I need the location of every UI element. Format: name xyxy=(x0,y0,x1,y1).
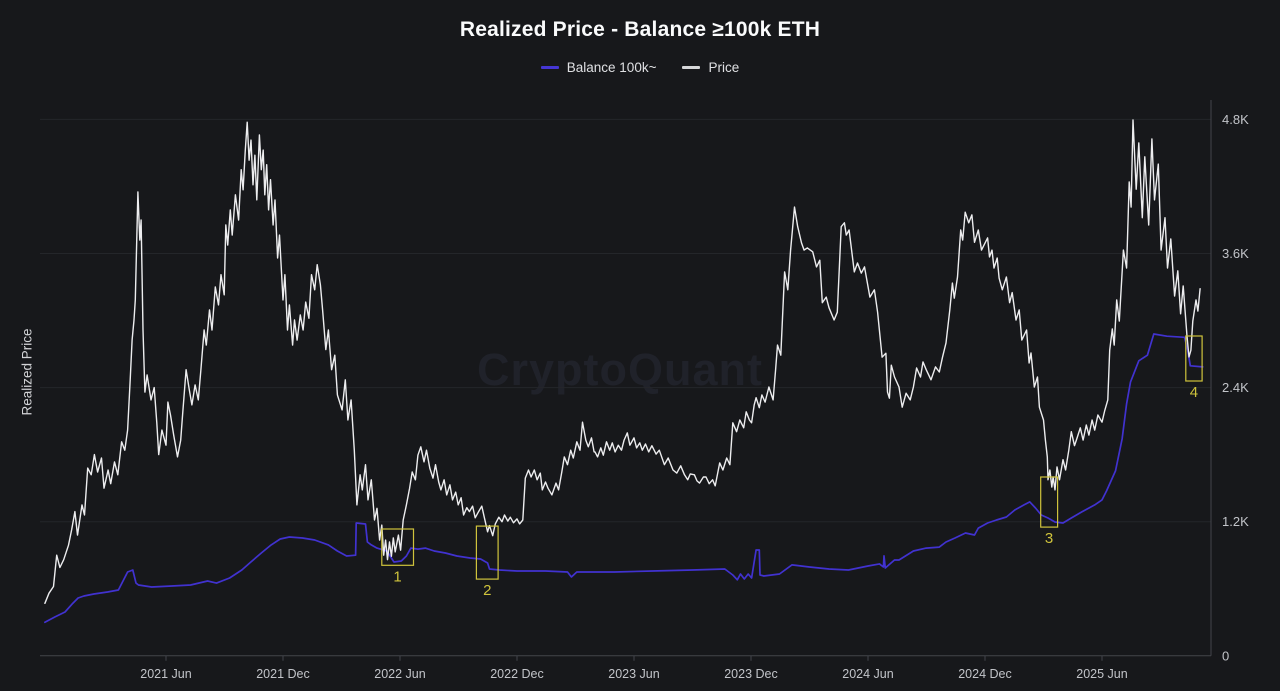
annotation-label-4: 4 xyxy=(1190,384,1198,401)
chart-legend: Balance 100k~ Price xyxy=(0,60,1280,75)
legend-label-balance: Balance 100k~ xyxy=(566,60,657,75)
x-tick-label: 2023 Jun xyxy=(608,667,659,681)
balance-line-swatch-icon xyxy=(540,66,559,69)
y-tick-label: 1.2K xyxy=(1222,514,1249,529)
x-tick-label: 2024 Jun xyxy=(842,667,893,681)
annotation-label-2: 2 xyxy=(483,582,491,599)
price-line-swatch-icon xyxy=(682,66,701,69)
x-tick-label: 2023 Dec xyxy=(724,667,778,681)
x-tick-label: 2025 Jun xyxy=(1076,667,1127,681)
x-tick-label: 2021 Dec xyxy=(256,667,310,681)
x-tick-label: 2021 Jun xyxy=(140,667,191,681)
x-tick-label: 2022 Dec xyxy=(490,667,544,681)
balance-line xyxy=(44,333,1204,624)
price-line xyxy=(44,119,1201,604)
annotation-label-3: 3 xyxy=(1045,530,1053,547)
y-tick-label: 4.8K xyxy=(1222,112,1249,127)
x-tick-label: 2024 Dec xyxy=(958,667,1012,681)
annotation-box-2 xyxy=(475,525,499,580)
legend-label-price: Price xyxy=(708,60,740,75)
annotation-box-4 xyxy=(1185,335,1203,382)
annotation-box-1 xyxy=(381,528,415,566)
y-tick-label: 0 xyxy=(1222,648,1229,663)
annotation-box-3 xyxy=(1040,476,1059,528)
x-tick-label: 2022 Jun xyxy=(374,667,425,681)
annotation-label-1: 1 xyxy=(393,568,401,585)
y-tick-label: 2.4K xyxy=(1222,380,1249,395)
y-tick-label: 3.6K xyxy=(1222,246,1249,261)
legend-item-price[interactable]: Price xyxy=(682,60,739,75)
page-title: Realized Price - Balance ≥100k ETH xyxy=(459,18,821,41)
legend-item-balance[interactable]: Balance 100k~ xyxy=(540,60,657,75)
cryptoquant-watermark: CryptoQuant xyxy=(477,344,763,395)
